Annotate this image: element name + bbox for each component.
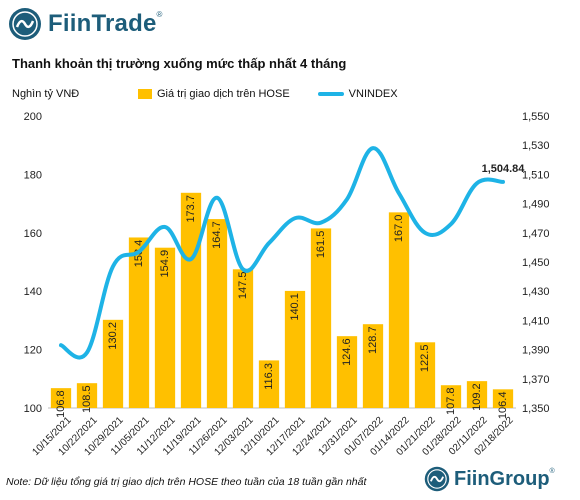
bar-data-label: 173.7	[185, 195, 197, 223]
y-right-tick-label: 1,470	[522, 228, 550, 240]
bar-data-label: 109.2	[471, 383, 483, 411]
bar-data-label: 116.3	[263, 363, 275, 390]
vnindex-line	[59, 146, 505, 360]
bar	[336, 336, 358, 408]
y-axis-label: Nghìn tỷ VNĐ	[12, 88, 80, 100]
y-left-tick-label: 100	[24, 403, 42, 415]
bar	[128, 237, 150, 408]
y-right-tick-label: 1,430	[522, 286, 550, 298]
y-left-tick-label: 160	[24, 228, 42, 240]
y-left-tick-label: 120	[24, 345, 42, 357]
bar-data-label: 167.0	[393, 215, 405, 243]
bar	[180, 192, 202, 408]
y-right-tick-label: 1,490	[522, 199, 550, 211]
y-right-tick-label: 1,450	[522, 257, 550, 269]
bar	[232, 269, 254, 408]
y-left-tick-label: 140	[24, 286, 42, 298]
bar	[50, 388, 72, 408]
y-left-tick-label: 180	[24, 169, 42, 181]
y-right-tick-label: 1,370	[522, 374, 550, 386]
bar-data-label: 122.5	[419, 345, 431, 373]
bar-data-label: 107.8	[445, 387, 457, 415]
bar	[76, 383, 98, 408]
y-right-tick-label: 1,510	[522, 169, 550, 181]
bar	[310, 228, 332, 408]
bar	[466, 381, 488, 408]
y-right-tick-label: 1,410	[522, 315, 550, 327]
fiingroup-logo-icon	[424, 466, 450, 492]
bar	[258, 360, 280, 408]
bar-data-label: 140.1	[289, 293, 301, 321]
legend-bar-swatch	[138, 89, 152, 99]
bar	[154, 247, 176, 408]
bar-data-label: 130.2	[107, 322, 119, 350]
y-right-tick-label: 1,390	[522, 345, 550, 357]
fiintrade-logo-text: FiinTrade®	[48, 10, 163, 37]
chart-title: Thanh khoản thị trường xuống mức thấp nh…	[12, 56, 347, 71]
fiingroup-logo-text: FiinGroup®	[454, 467, 555, 490]
legend-line-label: VNINDEX	[348, 88, 398, 100]
legend-bar-label: Giá trị giao dịch trên HOSE	[157, 88, 290, 100]
bar	[362, 324, 384, 408]
y-right-tick-label: 1,350	[522, 403, 550, 415]
bar-data-label: 128.7	[367, 326, 379, 354]
fiingroup-logo: FiinGroup®	[424, 466, 555, 492]
bar	[440, 385, 462, 408]
fiintrade-logo-icon	[9, 8, 41, 40]
bar-data-label: 154.9	[159, 250, 171, 278]
bar-data-label: 147.5	[237, 272, 249, 300]
y-left-tick-label: 200	[24, 111, 42, 123]
fiintrade-logo: FiinTrade®	[8, 6, 163, 42]
bar-data-label: 108.5	[81, 385, 93, 413]
bar	[388, 212, 410, 408]
bar-data-label: 106.4	[497, 392, 509, 420]
footnote: Note: Dữ liệu tổng giá trị giao dịch trê…	[6, 476, 367, 488]
bar	[414, 342, 436, 408]
legend-line-swatch	[317, 92, 344, 96]
bar-data-label: 164.7	[211, 221, 223, 249]
bar	[102, 319, 124, 408]
vnindex-last-label: 1,504.84	[482, 163, 526, 175]
bar	[206, 219, 228, 408]
bar-data-label: 124.6	[341, 338, 353, 366]
chart-legend: Giá trị giao dịch trên HOSE VNINDEX	[138, 88, 398, 100]
y-right-tick-label: 1,530	[522, 140, 550, 152]
bar	[492, 389, 514, 408]
bar-data-label: 161.5	[315, 231, 327, 259]
y-right-tick-label: 1,550	[522, 111, 550, 123]
bar-data-label: 106.8	[55, 390, 67, 418]
bar	[284, 290, 306, 408]
